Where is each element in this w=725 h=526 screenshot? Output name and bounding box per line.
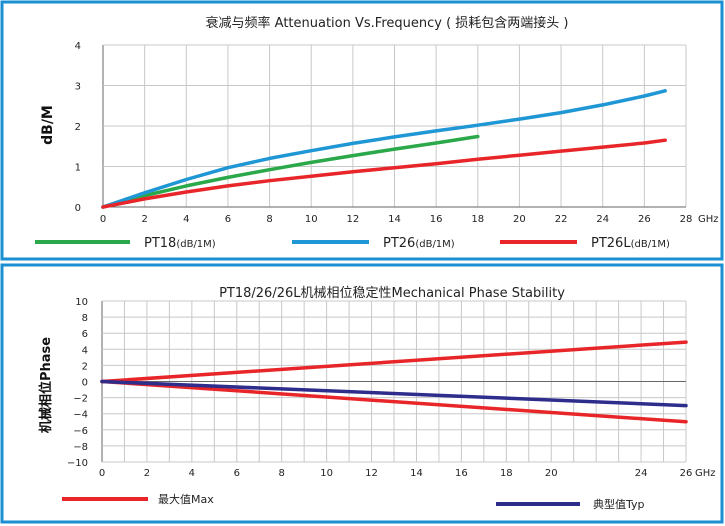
attenuation-y-tick-label: 0 xyxy=(75,203,81,214)
attenuation-x-unit: GHz xyxy=(698,214,719,225)
phase-x-tick-label: 16 xyxy=(455,468,468,479)
phase-x-tick-label: 10 xyxy=(320,468,333,479)
series-line-phase-0 xyxy=(100,340,688,384)
phase-y-tick-label: 2 xyxy=(82,361,88,372)
attenuation-y-tick-label: 3 xyxy=(75,82,81,93)
attenuation-x-tick-label: 20 xyxy=(513,214,526,225)
phase-x-tick-label: 24 xyxy=(635,468,648,479)
attenuation-y-tick-label: 4 xyxy=(75,41,81,52)
attenuation-x-tick-label: 16 xyxy=(430,214,443,225)
phase-x-tick-label: 12 xyxy=(365,468,378,479)
phase-plot: 0 2 4 6 8 10 12 14 16 18 20 24 26 GHz1086420−2−4−6−8−… xyxy=(67,297,716,479)
attenuation-x-tick-label: 28 xyxy=(680,214,693,225)
phase-x-tick-label: 14 xyxy=(410,468,423,479)
legend-label-pt26l: PT26L(dB/1M) xyxy=(591,236,670,251)
legend-label-pt18: PT18(dB/1M) xyxy=(144,236,216,251)
phase-y-label: 机械相位Phase xyxy=(38,337,54,433)
phase-x-tick-label: 26 xyxy=(680,468,693,479)
attenuation-panel-border xyxy=(0,0,724,261)
legend-label-typ: 典型值Typ xyxy=(593,497,645,511)
phase-x-tick-label: 2 xyxy=(144,468,150,479)
phase-y-tick-label: −10 xyxy=(67,458,88,469)
phase-y-tick-label: −6 xyxy=(73,426,88,437)
phase-y-tick-label: −2 xyxy=(73,394,88,405)
legend-label-max: 最大值Max xyxy=(158,492,214,506)
attenuation-x-tick-label: 22 xyxy=(555,214,568,225)
phase-x-tick-label: 18 xyxy=(500,468,513,479)
phase-x-tick-label: 6 xyxy=(234,468,240,479)
phase-x-tick-label: 4 xyxy=(189,468,195,479)
attenuation-x-tick-label: 18 xyxy=(471,214,484,225)
legend-label-pt26: PT26(dB/1M) xyxy=(383,236,455,251)
attenuation-y-label: dB/M xyxy=(40,105,56,145)
phase-panel-border xyxy=(0,263,724,524)
attenuation-y-tick-label: 2 xyxy=(75,122,81,133)
phase-title: PT18/26/26L机械相位稳定性Mechanical Phase Stabi… xyxy=(219,285,565,301)
series-line-pt26l xyxy=(101,138,667,209)
phase-x-unit: GHz xyxy=(695,468,716,479)
attenuation-x-tick-label: 6 xyxy=(225,214,231,225)
attenuation-x-tick-label: 26 xyxy=(638,214,651,225)
attenuation-x-tick-label: 24 xyxy=(596,214,609,225)
phase-x-tick-label: 20 xyxy=(545,468,558,479)
phase-y-tick-label: 4 xyxy=(82,345,88,356)
series-line-pt18 xyxy=(101,134,480,209)
phase-legend: 最大值Max 典型值Typ xyxy=(62,492,645,511)
attenuation-x-tick-label: 4 xyxy=(183,214,189,225)
attenuation-x-tick-label: 14 xyxy=(388,214,401,225)
attenuation-title: 衰减与频率 Attenuation Vs.Frequency ( 损耗包含两端接… xyxy=(206,15,569,31)
attenuation-x-tick-label: 12 xyxy=(346,214,359,225)
attenuation-x-tick-label: 8 xyxy=(266,214,272,225)
phase-y-tick-label: 8 xyxy=(82,313,88,324)
attenuation-x-tick-label: 0 xyxy=(100,214,106,225)
phase-y-tick-label: 6 xyxy=(82,329,88,340)
attenuation-y-tick-label: 1 xyxy=(75,163,81,174)
attenuation-x-tick-label: 10 xyxy=(305,214,318,225)
phase-x-tick-label: 0 xyxy=(99,468,105,479)
phase-y-tick-label: −8 xyxy=(73,442,88,453)
phase-x-tick-label: 8 xyxy=(279,468,285,479)
phase-y-tick-label: 10 xyxy=(75,297,88,308)
series-line-pt26 xyxy=(101,89,667,209)
attenuation-x-tick-label: 2 xyxy=(141,214,147,225)
phase-y-tick-label: 0 xyxy=(82,378,88,389)
series-line-phase-1 xyxy=(100,379,688,424)
series-line-phase-2 xyxy=(100,379,688,408)
phase-y-tick-label: −4 xyxy=(73,410,88,421)
attenuation-legend: PT18(dB/1M) PT26(dB/1M) PT26L(dB/1M) xyxy=(35,236,670,251)
